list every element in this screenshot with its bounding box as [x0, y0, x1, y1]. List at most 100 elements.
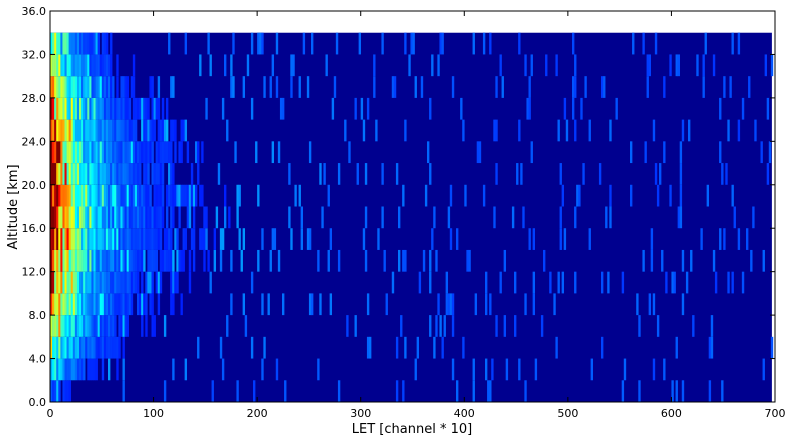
heatmap-cell	[83, 315, 86, 337]
heatmap-cell	[574, 76, 577, 98]
heatmap-cell	[52, 206, 55, 229]
heatmap-cell	[81, 54, 84, 77]
heatmap-cell	[447, 206, 451, 229]
heatmap-cell	[431, 54, 434, 77]
heatmap-cell	[621, 380, 625, 402]
heatmap-cell	[555, 54, 558, 77]
heatmap-cell	[269, 76, 272, 98]
heatmap-cell	[130, 271, 134, 294]
heatmap-cell	[155, 249, 159, 272]
heatmap-cell	[128, 293, 132, 316]
heatmap-cell	[52, 336, 55, 359]
heatmap-cell	[118, 184, 121, 207]
heatmap-cell	[93, 32, 96, 55]
heatmap-cell	[99, 97, 103, 120]
heatmap-cell	[609, 184, 612, 207]
heatmap-cell	[257, 249, 260, 272]
heatmap-cell	[108, 54, 111, 77]
heatmap-cell	[451, 293, 455, 316]
heatmap-cell	[182, 119, 185, 142]
heatmap-cell	[89, 141, 92, 164]
heatmap-cell	[688, 119, 691, 142]
heatmap-cell	[114, 163, 117, 185]
heatmap-cell	[356, 163, 359, 185]
x-tick-label: 600	[661, 407, 682, 420]
heatmap-cell	[505, 358, 509, 381]
heatmap-cell	[62, 184, 65, 207]
heatmap-cell	[124, 228, 127, 250]
heatmap-cell	[201, 184, 204, 207]
heatmap-cell	[358, 32, 362, 55]
heatmap-cell	[91, 97, 94, 120]
heatmap-cell	[83, 97, 86, 120]
heatmap-cell	[120, 184, 123, 207]
heatmap-cell	[184, 184, 188, 207]
heatmap-cell	[170, 76, 173, 98]
heatmap-cell	[89, 249, 92, 272]
heatmap-cell	[302, 32, 306, 55]
heatmap-cell	[101, 249, 105, 272]
heatmap-cell	[60, 163, 63, 185]
heatmap-cell	[50, 228, 53, 250]
heatmap-cell	[532, 228, 536, 250]
heatmap-cell	[60, 141, 63, 164]
heatmap-cell	[114, 206, 117, 229]
heatmap-cell	[300, 228, 304, 250]
heatmap-cell	[137, 271, 140, 294]
heatmap-cell	[85, 97, 88, 120]
heatmap-cell	[64, 271, 67, 294]
heatmap-cell	[176, 228, 179, 250]
heatmap-cell	[217, 163, 221, 185]
heatmap-cell	[66, 184, 69, 207]
heatmap-cell	[105, 97, 109, 120]
heatmap-cell	[719, 228, 722, 250]
heatmap-cell	[516, 163, 519, 185]
heatmap-cell	[197, 163, 200, 185]
heatmap-cell	[112, 119, 115, 142]
heatmap-cell	[52, 97, 55, 120]
heatmap-cell	[381, 206, 384, 229]
heatmap-cell	[103, 119, 107, 142]
heatmap-cell	[201, 228, 204, 250]
heatmap-cell	[151, 315, 154, 337]
heatmap-cell	[110, 119, 113, 142]
heatmap-cell	[103, 163, 107, 185]
heatmap-cell	[56, 141, 59, 164]
heatmap-cell	[172, 249, 175, 272]
heatmap-cell	[134, 163, 138, 185]
heatmap-cell	[317, 358, 320, 381]
heatmap-cell	[93, 141, 96, 164]
heatmap-cell	[522, 206, 525, 229]
heatmap-cell	[199, 184, 202, 207]
heatmap-cell	[91, 358, 94, 381]
heatmap-cell	[97, 206, 101, 229]
heatmap-cell	[271, 228, 275, 250]
heatmap-cell	[451, 315, 455, 337]
heatmap-cell	[424, 184, 428, 207]
heatmap-cell	[149, 228, 152, 250]
heatmap-cell	[95, 54, 98, 77]
heatmap-cell	[108, 315, 111, 337]
heatmap-cell	[97, 76, 101, 98]
heatmap-cell	[58, 358, 61, 381]
heatmap-cell	[224, 54, 227, 77]
heatmap-cell	[130, 119, 134, 142]
heatmap-cell	[143, 163, 146, 185]
heatmap-cell	[601, 76, 604, 98]
y-axis-label: Altitude [km]	[6, 164, 21, 249]
heatmap-cell	[56, 228, 59, 250]
heatmap-cell	[116, 141, 119, 164]
heatmap-cell	[110, 271, 113, 294]
heatmap-cell	[151, 163, 154, 185]
heatmap-cell	[95, 228, 98, 250]
heatmap-cell	[122, 315, 125, 337]
heatmap-cell	[128, 141, 132, 164]
heatmap-cell	[176, 184, 179, 207]
heatmap-cell	[99, 271, 103, 294]
heatmap-cell	[656, 315, 660, 337]
heatmap-cell	[166, 141, 169, 164]
heatmap-cell	[91, 119, 94, 142]
heatmap-cell	[108, 97, 111, 120]
heatmap-cell	[50, 249, 53, 272]
heatmap-cell	[116, 271, 119, 294]
